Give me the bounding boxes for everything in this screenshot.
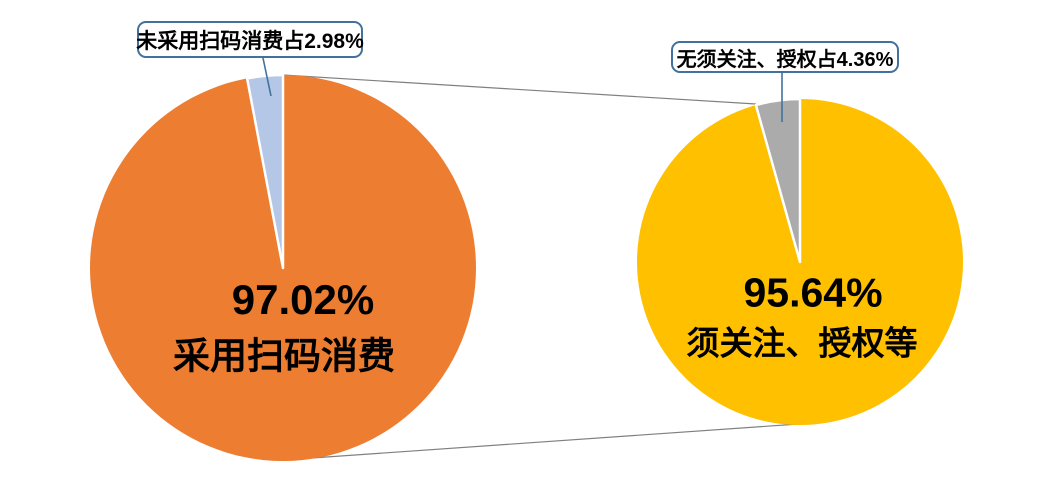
right-pie-callout: 无须关注、授权占4.36% [671,41,899,73]
right-pie-caption-label: 须关注、授权等 [686,324,918,362]
left-pie-percent-label: 97.02% [231,276,375,323]
bottom-connector-line [311,423,800,459]
right-pie-percent-label: 95.64% [743,269,883,316]
right-pie-small-slice [754,97,802,264]
left-pie-caption-label: 采用扫码消费 [173,335,395,377]
left-callout-leader-line [262,57,272,97]
left-pie-callout: 未采用扫码消费占2.98% [136,21,364,58]
top-connector-line [282,74,757,105]
left-pie-small-slice [245,73,285,270]
